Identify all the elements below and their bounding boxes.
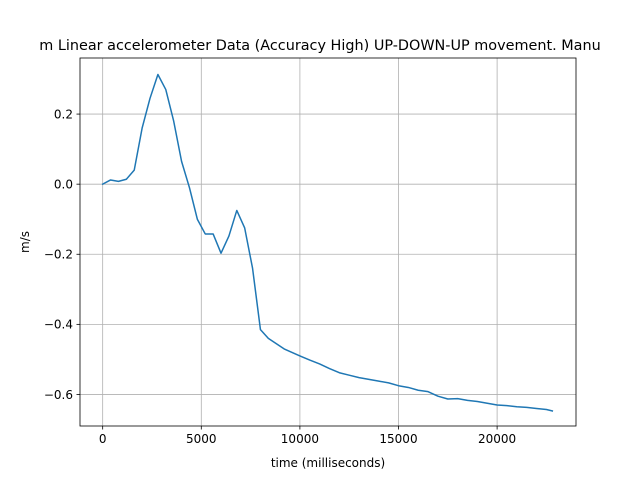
y-tick-label: −0.6 (44, 388, 73, 402)
x-tick-label: 0 (99, 432, 107, 446)
grid (80, 58, 576, 426)
plot-series (101, 73, 554, 412)
chart-title: m Linear accelerometer Data (Accuracy Hi… (39, 38, 601, 54)
series-line (101, 73, 554, 412)
x-axis-label: time (milliseconds) (271, 456, 385, 470)
y-tick-label: −0.4 (44, 318, 73, 332)
x-tick-label: 5000 (186, 432, 217, 446)
x-tick-label: 15000 (379, 432, 417, 446)
y-tick-label: −0.2 (44, 248, 73, 262)
x-tick-label: 10000 (281, 432, 319, 446)
axes-ticks: 0 5000 10000 15000 20000 0.2 0.0 −0.2 −0.4 −0.6 (44, 107, 516, 446)
x-tick-label: 20000 (478, 432, 516, 446)
plot-frame (79, 57, 577, 427)
y-tick-label: 0.0 (54, 177, 73, 191)
y-axis-label: m/s (18, 231, 32, 253)
y-tick-label: 0.2 (54, 107, 73, 121)
